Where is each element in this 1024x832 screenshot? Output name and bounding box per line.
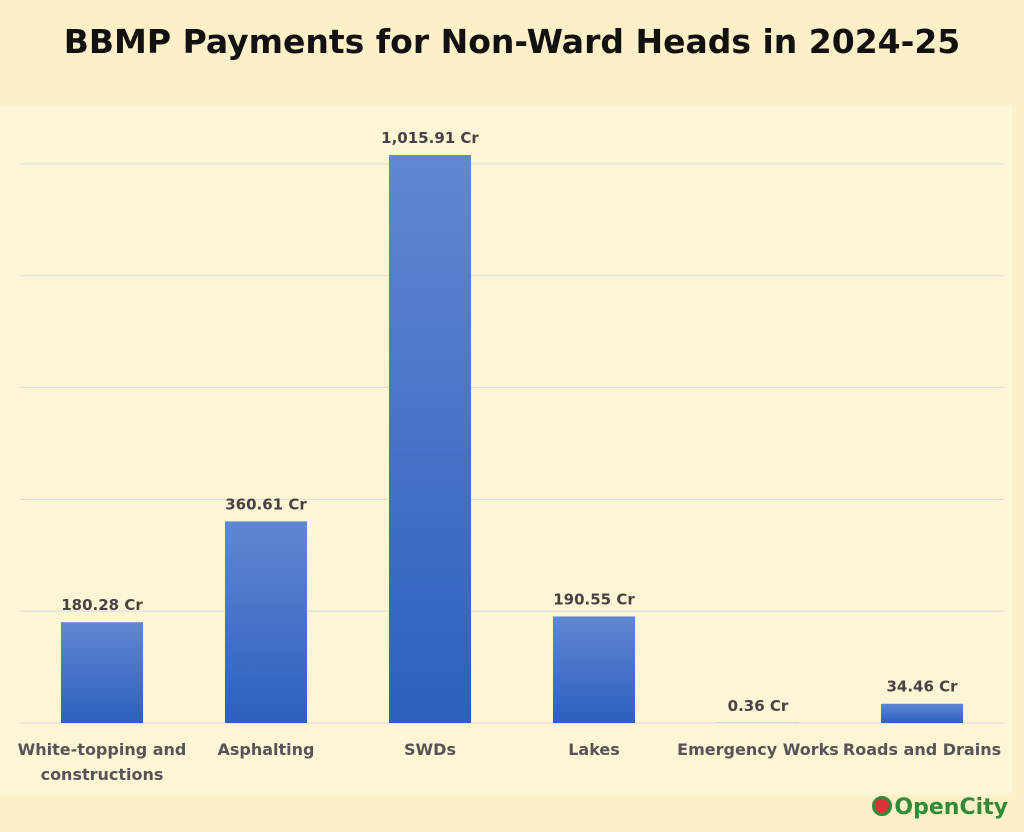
bar [553,616,635,723]
x-tick-label: White-topping and constructions [17,740,187,784]
plot-area [0,105,1012,795]
bar [225,521,307,723]
x-tick-label: SWDs [404,740,456,759]
bar [881,703,963,723]
x-tick-label: Lakes [568,740,620,759]
bar [61,622,143,723]
value-label: 360.61 Cr [225,495,307,513]
value-label: 0.36 Cr [728,697,789,715]
bar [389,155,471,723]
x-tick-label: Roads and Drains [842,740,1002,759]
value-label: 1,015.91 Cr [381,129,479,147]
logo: OpenCity [872,795,1008,820]
value-label: 190.55 Cr [553,590,635,608]
x-tick-label: Emergency Works [677,740,839,759]
x-tick-label: Asphalting [217,740,315,759]
value-label: 34.46 Cr [886,678,958,696]
chart-title: BBMP Payments for Non-Ward Heads in 2024… [63,22,961,61]
value-label: 180.28 Cr [61,596,143,614]
